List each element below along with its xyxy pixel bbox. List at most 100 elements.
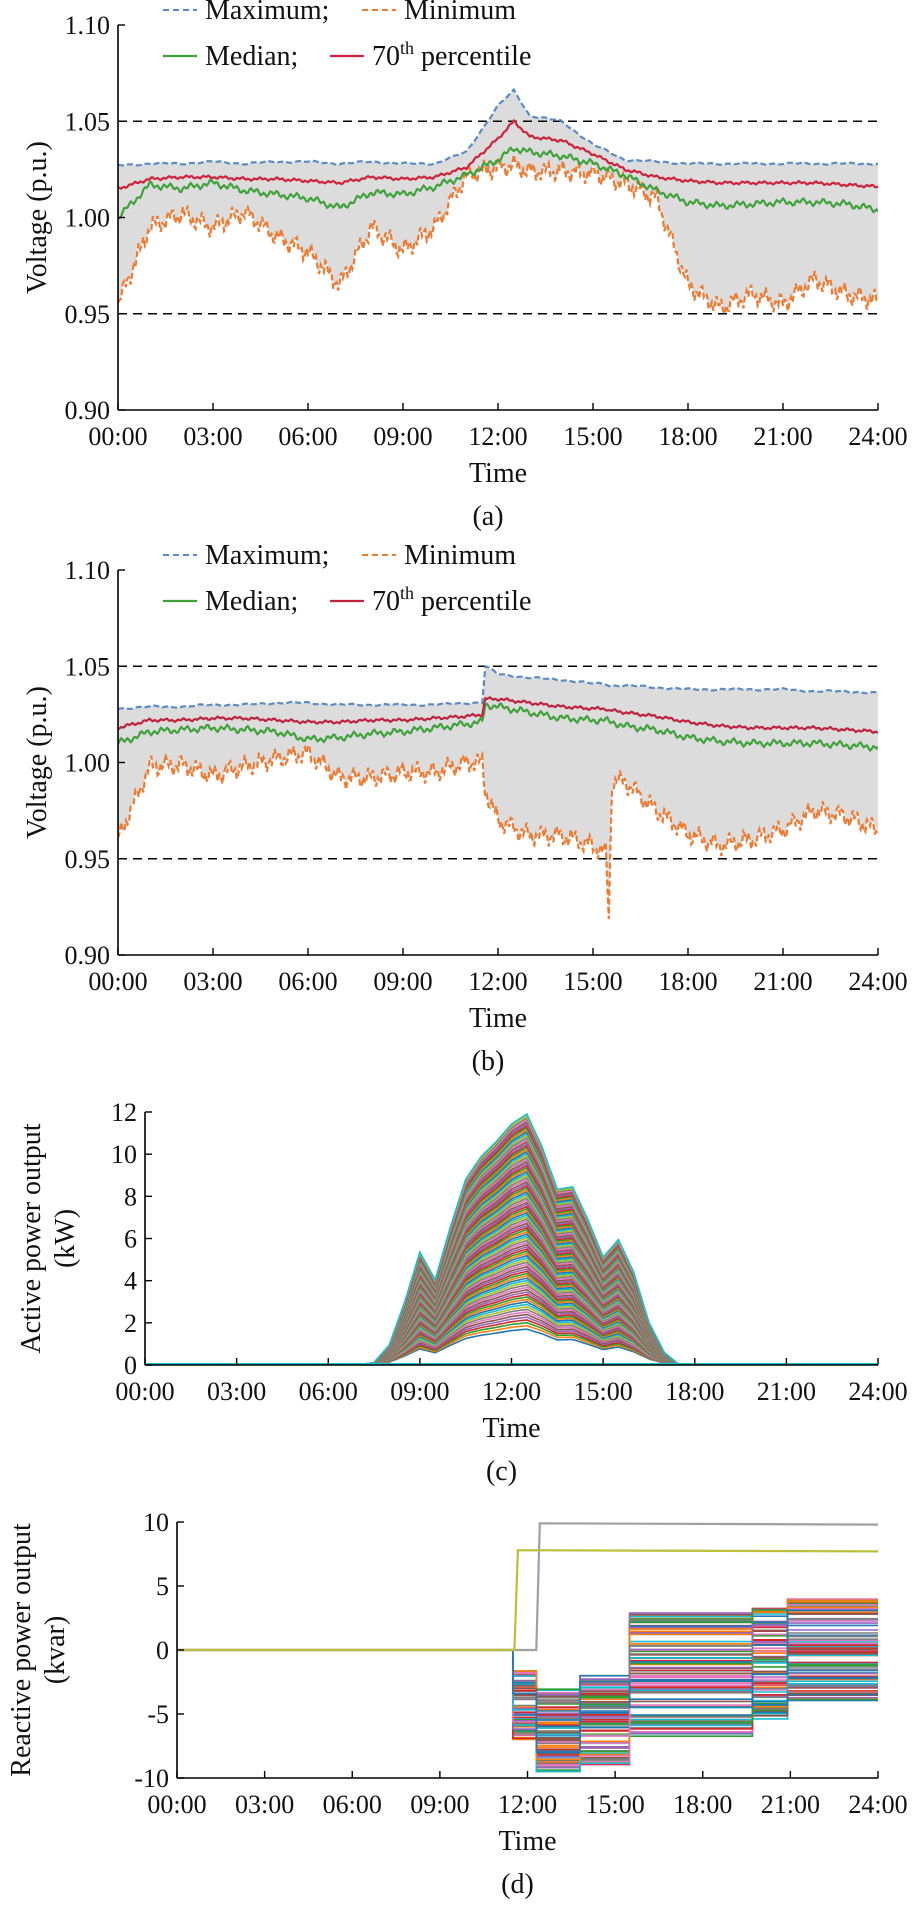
legend-label-median: Median; [205, 586, 298, 617]
legend-70-number: 70 [372, 41, 400, 72]
x-tick-label: 00:00 [115, 1377, 174, 1406]
x-tick-label: 03:00 [183, 422, 242, 451]
x-tick-label: 21:00 [757, 1377, 816, 1406]
reactive-power-curve [177, 1649, 878, 1735]
legend: Maximum; Minimum Median; 70th percentile [163, 540, 531, 617]
legend-70-superscript: th [400, 38, 414, 58]
x-tick-label: 18:00 [665, 1377, 724, 1406]
y-tick-label: 1.10 [65, 11, 111, 40]
x-tick-label: 09:00 [390, 1377, 449, 1406]
reactive-power-curve [177, 1606, 878, 1761]
x-tick-label: 09:00 [373, 422, 432, 451]
x-axis-title: Time [469, 1003, 527, 1034]
series-maximum [118, 87, 878, 167]
y-tick-label: 4 [124, 1267, 137, 1296]
reactive-power-curve [177, 1649, 878, 1736]
legend-label-median: Median; [205, 41, 298, 72]
x-tick-label: 06:00 [278, 422, 337, 451]
active-power-curve [343, 1112, 710, 1365]
x-tick-label: 03:00 [207, 1377, 266, 1406]
chart-panel-a: Maximum; Minimum Median; 70th percentile 0.9… [22, 0, 908, 532]
y-tick-label: 1.05 [65, 652, 111, 681]
reactive-power-curve [177, 1649, 878, 1729]
x-tick-label: 06:00 [278, 967, 337, 996]
y-axis-title-line2: (kvar) [40, 1616, 71, 1684]
reactive-power-curve [177, 1609, 878, 1733]
x-tick-label: 15:00 [574, 1377, 633, 1406]
x-tick-label: 03:00 [235, 1790, 294, 1819]
x-tick-label: 21:00 [753, 422, 812, 451]
legend-70-suffix: percentile [414, 41, 531, 72]
y-axis-title-line1: Reactive power output [6, 1523, 37, 1777]
x-tick-label: 00:00 [88, 967, 147, 996]
plot-area [177, 1522, 878, 1773]
legend-label-minimum: Minimum [404, 0, 516, 26]
x-tick-label: 18:00 [673, 1790, 732, 1819]
series-maximum [118, 664, 878, 711]
x-tick-label: 15:00 [586, 1790, 645, 1819]
y-axis-title: Active power output (kW) [16, 1123, 81, 1353]
x-tick-label: 24:00 [848, 422, 907, 451]
x-tick-label: 12:00 [498, 1790, 557, 1819]
y-tick-label: 0.95 [65, 845, 111, 874]
reactive-power-curve [177, 1619, 878, 1737]
x-tick-label: 15:00 [563, 422, 622, 451]
x-tick-label: 21:00 [761, 1790, 820, 1819]
legend-label-70th-percentile: 70th percentile [372, 583, 531, 617]
panel-caption: (d) [501, 1869, 534, 1900]
legend-label-70th-percentile: 70th percentile [372, 38, 531, 72]
reactive-power-curve [177, 1642, 878, 1766]
x-tick-label: 24:00 [848, 967, 907, 996]
x-tick-label: 18:00 [658, 967, 717, 996]
chart-panel-d: -10 -5 0 5 10 00:00 03:00 06:00 09:00 12:00 15:00 1… [6, 1508, 908, 1900]
legend-70-superscript: th [400, 583, 414, 603]
series-median [118, 702, 878, 753]
x-tick-label: 06:00 [323, 1790, 382, 1819]
y-tick-label: 0 [124, 1351, 137, 1380]
y-tick-label: 10 [143, 1508, 169, 1537]
x-tick-label: 09:00 [373, 967, 432, 996]
reactive-power-curve [177, 1604, 878, 1767]
y-axis-title: Voltage (p.u.) [22, 141, 53, 294]
x-tick-label: 03:00 [183, 967, 242, 996]
y-axis-title-line2: (kW) [50, 1209, 81, 1268]
panel-caption: (b) [472, 1046, 505, 1077]
series-70th-percentile [118, 118, 878, 190]
x-tick-label: 12:00 [468, 967, 527, 996]
y-tick-label: 1.00 [65, 204, 111, 233]
legend-70-number: 70 [372, 586, 400, 617]
y-tick-label: 0.90 [65, 941, 111, 970]
y-tick-label: 2 [124, 1309, 137, 1338]
x-tick-label: 12:00 [468, 422, 527, 451]
y-tick-label: 0.90 [65, 396, 111, 425]
panel-caption: (c) [486, 1456, 517, 1487]
x-axis-title: Time [469, 458, 527, 489]
reactive-power-curve [177, 1609, 878, 1754]
x-tick-label: 00:00 [88, 422, 147, 451]
panel-caption: (a) [472, 501, 503, 532]
reactive-power-curve [177, 1632, 878, 1758]
y-tick-label: 12 [111, 1098, 137, 1127]
reactive-power-curve [177, 1600, 878, 1763]
y-tick-label: 1.05 [65, 107, 111, 136]
voltage-band [118, 89, 878, 314]
y-tick-label: -5 [147, 1700, 169, 1729]
reactive-power-curve [177, 1635, 878, 1720]
x-tick-label: 24:00 [848, 1790, 907, 1819]
x-tick-label: 24:00 [848, 1377, 907, 1406]
y-tick-label: 0.95 [65, 300, 111, 329]
series-70th-percentile [118, 696, 878, 735]
x-tick-label: 21:00 [753, 967, 812, 996]
reactive-power-curve [177, 1614, 878, 1765]
plot-area [118, 664, 878, 920]
legend-label-maximum: Maximum; [205, 0, 329, 26]
y-tick-label: 10 [111, 1140, 137, 1169]
legend-label-minimum: Minimum [404, 540, 516, 571]
chart-panel-b: Maximum; Minimum Median; 70th percentile 0.9… [22, 540, 908, 1077]
x-tick-label: 12:00 [482, 1377, 541, 1406]
plot-area [145, 1112, 878, 1365]
y-tick-label: 6 [124, 1225, 137, 1254]
reactive-power-curve [177, 1624, 878, 1730]
x-tick-label: 09:00 [410, 1790, 469, 1819]
